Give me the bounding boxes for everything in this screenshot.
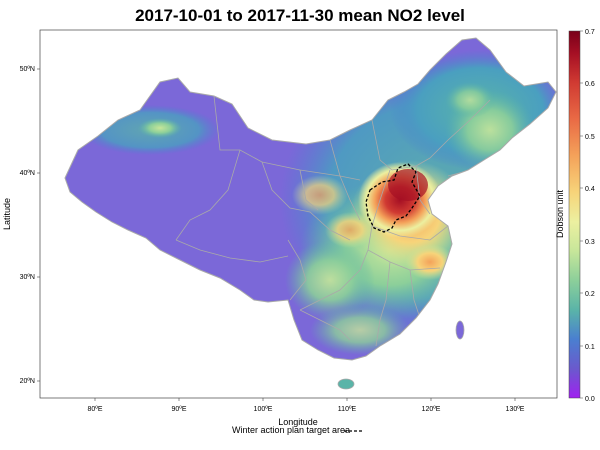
colorbar-tick-label: 0.4 (585, 186, 595, 193)
colorbar-label: Dobson unit (555, 189, 565, 238)
colorbar-scale (568, 30, 581, 399)
legend-label: Winter action plan target area (232, 425, 351, 435)
colorbar-tick-label: 0.2 (585, 291, 595, 298)
colorbar-tick-label: 0.1 (585, 344, 595, 351)
x-tick-label: 130ºE (506, 406, 525, 413)
x-axis-label: Longitude (278, 417, 318, 427)
target-area-boundary (365, 163, 421, 233)
colorbar: 0.7 0.6 0.5 0.4 0.3 0.2 0.1 0.0 Dobson u… (555, 29, 595, 403)
colorbar-tick-label: 0.6 (585, 81, 595, 88)
x-tick-label: 120ºE (422, 406, 441, 413)
x-tick-label: 80ºE (87, 406, 102, 413)
colorbar-tick-label: 0.5 (585, 134, 595, 141)
x-tick-label: 90ºE (171, 406, 186, 413)
hainan-island (337, 378, 355, 390)
y-tick-label: 50ºN (20, 66, 35, 73)
x-axis (94, 398, 516, 401)
colorbar-tick-label: 0.0 (585, 396, 595, 403)
y-axis (37, 68, 40, 382)
x-tick-labels: 80ºE 90ºE 100ºE 110ºE 120ºE 130ºE (87, 406, 524, 413)
y-axis-label: Latitude (2, 198, 12, 230)
y-tick-labels: 50ºN 40ºN 30ºN 20ºN (20, 66, 35, 385)
colorbar-tick-label: 0.3 (585, 239, 595, 246)
x-tick-label: 110ºE (338, 406, 357, 413)
taiwan-island (455, 320, 465, 340)
y-tick-label: 20ºN (20, 378, 35, 385)
x-tick-label: 100ºE (254, 406, 273, 413)
y-tick-label: 30ºN (20, 274, 35, 281)
colorbar-tick-label: 0.7 (585, 29, 595, 36)
y-tick-label: 40ºN (20, 170, 35, 177)
map-title: 2017-10-01 to 2017-11-30 mean NO2 level (135, 6, 465, 25)
